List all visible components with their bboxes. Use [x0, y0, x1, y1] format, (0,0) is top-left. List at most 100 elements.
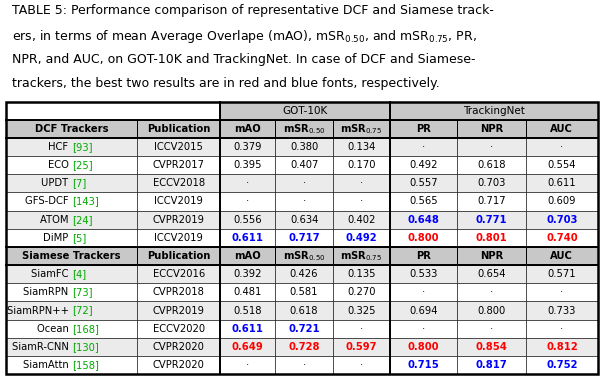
Text: ·: · — [246, 360, 249, 370]
Bar — [221, 174, 275, 193]
Text: HCF: HCF — [49, 142, 72, 152]
Text: ers, in terms of mean Average Overlape (mAO), mSR$_{0.50}$, and mSR$_{0.75}$, PR: ers, in terms of mean Average Overlape (… — [12, 29, 477, 45]
Text: 0.379: 0.379 — [234, 142, 262, 152]
Bar — [221, 283, 275, 302]
Text: mSR$_{0.50}$: mSR$_{0.50}$ — [283, 122, 325, 136]
Bar — [275, 193, 333, 211]
Bar — [6, 138, 138, 156]
Text: 0.771: 0.771 — [475, 215, 507, 224]
Bar — [457, 283, 526, 302]
Bar — [221, 102, 389, 120]
Bar — [526, 174, 598, 193]
Bar — [333, 138, 389, 156]
Text: 0.752: 0.752 — [546, 360, 578, 370]
Text: SiamAttn: SiamAttn — [23, 360, 72, 370]
Bar — [457, 193, 526, 211]
Text: mSR$_{0.75}$: mSR$_{0.75}$ — [340, 122, 382, 136]
Text: 0.518: 0.518 — [234, 306, 262, 315]
Text: mAO: mAO — [234, 251, 261, 261]
Bar — [333, 229, 389, 247]
Bar — [6, 247, 138, 265]
Text: mSR$_{0.75}$: mSR$_{0.75}$ — [340, 249, 382, 263]
Bar — [138, 193, 221, 211]
Bar — [526, 156, 598, 174]
Text: Ocean: Ocean — [37, 324, 72, 334]
Text: ECCV2020: ECCV2020 — [153, 324, 205, 334]
Text: 0.800: 0.800 — [407, 342, 439, 352]
Text: 0.611: 0.611 — [232, 233, 264, 243]
Bar — [526, 193, 598, 211]
Bar — [138, 174, 221, 193]
Bar — [389, 247, 457, 265]
Text: ECO: ECO — [47, 160, 72, 170]
Bar — [138, 229, 221, 247]
Text: ·: · — [359, 324, 363, 334]
Text: 0.717: 0.717 — [288, 233, 320, 243]
Text: SiamRPN++: SiamRPN++ — [7, 306, 72, 315]
Bar — [275, 283, 333, 302]
Bar — [389, 138, 457, 156]
Text: 0.170: 0.170 — [347, 160, 376, 170]
Bar — [138, 320, 221, 338]
Text: 0.694: 0.694 — [409, 306, 438, 315]
Text: NPR: NPR — [480, 124, 503, 134]
Bar — [333, 283, 389, 302]
Bar — [221, 320, 275, 338]
Text: 0.733: 0.733 — [548, 306, 576, 315]
Bar — [6, 356, 138, 374]
Bar — [221, 265, 275, 283]
Bar — [526, 247, 598, 265]
Bar — [6, 193, 138, 211]
Text: [158]: [158] — [72, 360, 99, 370]
Text: NPR, and AUC, on GOT-10K and TrackingNet. In case of DCF and Siamese-: NPR, and AUC, on GOT-10K and TrackingNet… — [12, 53, 475, 66]
Bar — [333, 356, 389, 374]
Text: 0.728: 0.728 — [288, 342, 320, 352]
Text: [4]: [4] — [72, 269, 86, 279]
Text: mSR$_{0.50}$: mSR$_{0.50}$ — [283, 249, 325, 263]
Text: 0.402: 0.402 — [347, 215, 376, 224]
Text: ·: · — [422, 287, 425, 297]
Text: [73]: [73] — [72, 287, 92, 297]
Text: ·: · — [302, 178, 306, 188]
Bar — [275, 356, 333, 374]
Bar — [333, 320, 389, 338]
Bar — [389, 229, 457, 247]
Bar — [526, 265, 598, 283]
Text: 0.812: 0.812 — [546, 342, 578, 352]
Bar — [275, 138, 333, 156]
Text: CVPR2017: CVPR2017 — [153, 160, 205, 170]
Bar — [526, 120, 598, 138]
Text: 0.717: 0.717 — [477, 197, 506, 206]
Bar — [526, 138, 598, 156]
Bar — [457, 229, 526, 247]
Text: ·: · — [246, 178, 249, 188]
Text: [24]: [24] — [72, 215, 92, 224]
Text: 0.557: 0.557 — [409, 178, 438, 188]
Bar — [333, 174, 389, 193]
Text: 0.800: 0.800 — [407, 233, 439, 243]
Bar — [138, 138, 221, 156]
Text: 0.648: 0.648 — [407, 215, 439, 224]
Text: 0.649: 0.649 — [232, 342, 264, 352]
Text: [143]: [143] — [72, 197, 99, 206]
Bar — [6, 320, 138, 338]
Text: 0.135: 0.135 — [347, 269, 376, 279]
Bar — [221, 247, 275, 265]
Bar — [138, 356, 221, 374]
Text: 0.565: 0.565 — [409, 197, 438, 206]
Bar — [457, 138, 526, 156]
Text: 0.533: 0.533 — [409, 269, 438, 279]
Bar — [389, 193, 457, 211]
Text: SiamRPN: SiamRPN — [23, 287, 72, 297]
Bar — [221, 356, 275, 374]
Bar — [389, 320, 457, 338]
Bar — [275, 174, 333, 193]
Bar — [138, 156, 221, 174]
Text: 0.426: 0.426 — [290, 269, 319, 279]
Bar — [221, 156, 275, 174]
Text: [25]: [25] — [72, 160, 93, 170]
Bar — [138, 338, 221, 356]
Bar — [389, 174, 457, 193]
Text: SiamR-CNN: SiamR-CNN — [12, 342, 72, 352]
Text: 0.618: 0.618 — [477, 160, 505, 170]
